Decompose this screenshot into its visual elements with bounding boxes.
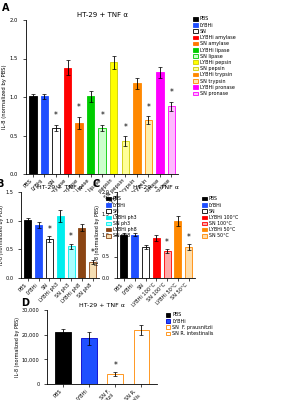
Bar bbox=[156, 72, 164, 174]
Text: *: * bbox=[123, 123, 127, 132]
Bar bbox=[52, 128, 60, 174]
Bar bbox=[57, 216, 64, 278]
Y-axis label: IL-8 (normalized by PBS): IL-8 (normalized by PBS) bbox=[2, 65, 7, 129]
Bar bbox=[142, 247, 149, 278]
Text: *: * bbox=[113, 361, 117, 370]
Title: HT-29 + TNF α: HT-29 + TNF α bbox=[133, 185, 179, 190]
Bar bbox=[35, 225, 42, 278]
Bar bbox=[134, 330, 149, 384]
Bar bbox=[131, 234, 138, 278]
Text: *: * bbox=[100, 111, 104, 120]
Bar bbox=[107, 374, 123, 384]
Bar bbox=[110, 62, 117, 174]
Bar bbox=[81, 338, 97, 384]
Legend: PBS, LYBHi, SN, LYBHi ph3, SN ph3, LYBHi ph8, SN ph8: PBS, LYBHi, SN, LYBHi ph3, SN ph3, LYBHi… bbox=[106, 196, 136, 238]
Text: A: A bbox=[2, 3, 10, 13]
Bar bbox=[99, 128, 106, 174]
Bar bbox=[185, 247, 192, 278]
Title: HT-29 + TNF α: HT-29 + TNF α bbox=[79, 303, 125, 308]
Text: *: * bbox=[48, 224, 51, 234]
Bar bbox=[120, 234, 127, 278]
Bar bbox=[64, 68, 71, 174]
Y-axis label: IL-8 (normalized by PBS): IL-8 (normalized by PBS) bbox=[95, 205, 100, 265]
Title: HT-29 + TNF α: HT-29 + TNF α bbox=[37, 185, 83, 190]
Text: *: * bbox=[69, 232, 73, 241]
Bar bbox=[78, 228, 85, 278]
Bar bbox=[75, 123, 83, 174]
Legend: PBS, LYBHi, SN, LYBHi 100°C, SN 100°C, LYBHi 50°C, SN 50°C: PBS, LYBHi, SN, LYBHi 100°C, SN 100°C, L… bbox=[202, 196, 238, 238]
Text: *: * bbox=[170, 88, 174, 97]
Bar bbox=[145, 120, 152, 174]
Bar bbox=[168, 106, 175, 174]
Bar bbox=[67, 246, 74, 278]
Bar bbox=[89, 262, 96, 278]
Bar bbox=[174, 221, 181, 278]
Text: C: C bbox=[92, 179, 100, 189]
Bar bbox=[163, 251, 170, 278]
Title: HT-29 + TNF α: HT-29 + TNF α bbox=[77, 12, 128, 18]
Text: D: D bbox=[21, 298, 30, 308]
Bar bbox=[46, 239, 53, 278]
Text: *: * bbox=[187, 233, 191, 242]
Text: *: * bbox=[165, 238, 169, 247]
Legend: PBS, LYBHi, SN  F. prausnitzii, SN R. intestinalis: PBS, LYBHi, SN F. prausnitzii, SN R. int… bbox=[166, 312, 214, 336]
Text: B: B bbox=[0, 179, 4, 189]
Text: *: * bbox=[146, 103, 150, 112]
Bar bbox=[87, 96, 94, 174]
Bar bbox=[121, 141, 129, 174]
Bar bbox=[55, 332, 71, 384]
Y-axis label: IL-8 (normalized by PBS): IL-8 (normalized by PBS) bbox=[16, 317, 20, 377]
Bar bbox=[133, 83, 141, 174]
Bar bbox=[29, 96, 37, 174]
Text: *: * bbox=[77, 104, 81, 112]
Bar bbox=[24, 220, 31, 278]
Legend: PBS, LYBHi, SN, LYBHi amylase, SN amylase, LYBHi lipase, SN lipase, LYBHi pepsin: PBS, LYBHi, SN, LYBHi amylase, SN amylas… bbox=[193, 16, 235, 96]
Bar bbox=[41, 96, 48, 174]
Text: *: * bbox=[54, 111, 58, 120]
Y-axis label: IL-8 (normalized by PBS): IL-8 (normalized by PBS) bbox=[0, 205, 4, 265]
Bar bbox=[153, 238, 160, 278]
Text: *: * bbox=[91, 248, 95, 257]
